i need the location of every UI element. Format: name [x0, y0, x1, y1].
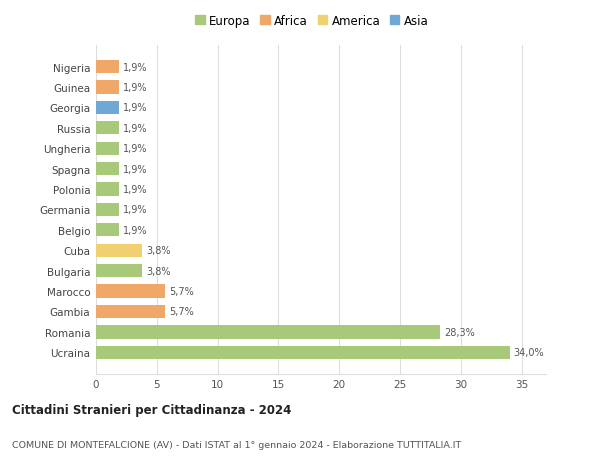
Text: 1,9%: 1,9%	[123, 164, 147, 174]
Text: Cittadini Stranieri per Cittadinanza - 2024: Cittadini Stranieri per Cittadinanza - 2…	[12, 403, 292, 416]
Bar	[96, 61, 119, 74]
Text: COMUNE DI MONTEFALCIONE (AV) - Dati ISTAT al 1° gennaio 2024 - Elaborazione TUTT: COMUNE DI MONTEFALCIONE (AV) - Dati ISTA…	[12, 441, 461, 449]
Bar	[96, 101, 119, 115]
Text: 3,8%: 3,8%	[146, 266, 170, 276]
Bar	[96, 244, 142, 257]
Bar	[96, 81, 119, 95]
Bar	[96, 162, 119, 176]
Legend: Europa, Africa, America, Asia: Europa, Africa, America, Asia	[193, 12, 431, 30]
Bar	[96, 325, 440, 339]
Bar	[96, 264, 142, 278]
Text: 3,8%: 3,8%	[146, 246, 170, 256]
Text: 1,9%: 1,9%	[123, 83, 147, 93]
Bar	[96, 122, 119, 135]
Text: 1,9%: 1,9%	[123, 103, 147, 113]
Bar	[96, 285, 166, 298]
Bar	[96, 224, 119, 237]
Text: 1,9%: 1,9%	[123, 225, 147, 235]
Text: 5,7%: 5,7%	[169, 307, 194, 317]
Text: 1,9%: 1,9%	[123, 185, 147, 195]
Text: 1,9%: 1,9%	[123, 205, 147, 215]
Bar	[96, 305, 166, 319]
Bar	[96, 203, 119, 217]
Text: 1,9%: 1,9%	[123, 123, 147, 134]
Bar	[96, 142, 119, 156]
Text: 1,9%: 1,9%	[123, 62, 147, 73]
Text: 1,9%: 1,9%	[123, 144, 147, 154]
Bar	[96, 346, 509, 359]
Text: 28,3%: 28,3%	[444, 327, 475, 337]
Bar	[96, 183, 119, 196]
Text: 34,0%: 34,0%	[513, 347, 544, 358]
Text: 5,7%: 5,7%	[169, 286, 194, 297]
